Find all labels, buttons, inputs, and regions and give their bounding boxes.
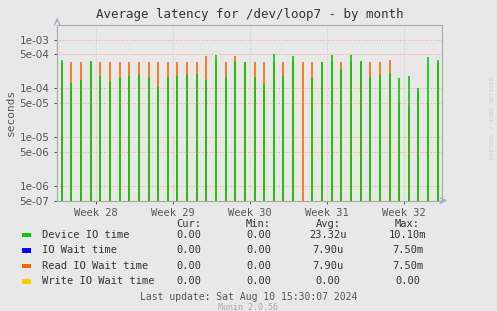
Text: Cur:: Cur: bbox=[176, 219, 201, 229]
Text: 7.90u: 7.90u bbox=[313, 245, 343, 255]
Text: Read IO Wait time: Read IO Wait time bbox=[42, 261, 149, 271]
Text: 0.00: 0.00 bbox=[246, 245, 271, 255]
Text: IO Wait time: IO Wait time bbox=[42, 245, 117, 255]
Text: 0.00: 0.00 bbox=[176, 276, 201, 286]
Text: Last update: Sat Aug 10 15:30:07 2024: Last update: Sat Aug 10 15:30:07 2024 bbox=[140, 292, 357, 302]
Text: Avg:: Avg: bbox=[316, 219, 340, 229]
Text: RRDTOOL / TOBI OETIKER: RRDTOOL / TOBI OETIKER bbox=[490, 77, 495, 160]
Text: 0.00: 0.00 bbox=[246, 261, 271, 271]
Text: 0.00: 0.00 bbox=[176, 230, 201, 240]
Text: 0.00: 0.00 bbox=[246, 230, 271, 240]
Text: Device IO time: Device IO time bbox=[42, 230, 130, 240]
Text: 0.00: 0.00 bbox=[176, 245, 201, 255]
Text: 0.00: 0.00 bbox=[395, 276, 420, 286]
Text: 0.00: 0.00 bbox=[176, 261, 201, 271]
Text: Max:: Max: bbox=[395, 219, 420, 229]
Text: 0.00: 0.00 bbox=[246, 276, 271, 286]
Text: 23.32u: 23.32u bbox=[309, 230, 347, 240]
Text: Write IO Wait time: Write IO Wait time bbox=[42, 276, 155, 286]
Text: 10.10m: 10.10m bbox=[389, 230, 426, 240]
Title: Average latency for /dev/loop7 - by month: Average latency for /dev/loop7 - by mont… bbox=[96, 8, 404, 21]
Y-axis label: seconds: seconds bbox=[5, 89, 15, 136]
Text: 0.00: 0.00 bbox=[316, 276, 340, 286]
Text: 7.50m: 7.50m bbox=[392, 245, 423, 255]
Text: Munin 2.0.56: Munin 2.0.56 bbox=[219, 304, 278, 311]
Text: Min:: Min: bbox=[246, 219, 271, 229]
Text: 7.90u: 7.90u bbox=[313, 261, 343, 271]
Text: 7.50m: 7.50m bbox=[392, 261, 423, 271]
